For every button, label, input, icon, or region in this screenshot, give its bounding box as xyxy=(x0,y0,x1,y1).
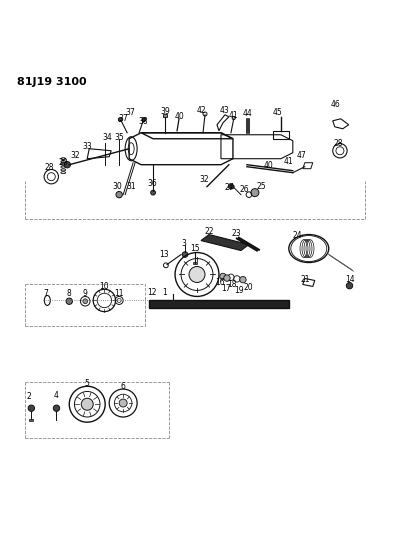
Text: 47: 47 xyxy=(296,151,306,160)
Text: 5: 5 xyxy=(85,378,89,387)
Text: 30: 30 xyxy=(112,182,122,191)
Text: 2: 2 xyxy=(26,392,31,401)
Bar xyxy=(192,262,196,264)
Circle shape xyxy=(150,190,155,195)
Circle shape xyxy=(118,118,122,122)
Text: 1: 1 xyxy=(162,288,166,297)
Polygon shape xyxy=(149,301,288,309)
Circle shape xyxy=(64,161,70,168)
Circle shape xyxy=(188,266,205,282)
Text: 11: 11 xyxy=(114,289,124,298)
Text: 43: 43 xyxy=(219,106,229,115)
Text: 16: 16 xyxy=(215,278,225,287)
Text: 33: 33 xyxy=(82,142,92,151)
Text: 21: 21 xyxy=(299,275,309,284)
Text: 9: 9 xyxy=(83,289,87,298)
Text: 15: 15 xyxy=(189,244,199,253)
Text: 41: 41 xyxy=(284,157,293,166)
Text: 46: 46 xyxy=(330,100,340,109)
Text: 3: 3 xyxy=(180,239,185,248)
Text: 42: 42 xyxy=(196,106,206,115)
Circle shape xyxy=(219,273,226,280)
Text: 27: 27 xyxy=(225,183,234,192)
Polygon shape xyxy=(200,235,248,251)
Text: 81J19 3100: 81J19 3100 xyxy=(17,77,87,87)
Circle shape xyxy=(239,277,245,283)
Text: 4: 4 xyxy=(54,391,59,400)
Text: 32: 32 xyxy=(70,151,80,160)
Circle shape xyxy=(115,191,122,198)
Text: 10: 10 xyxy=(99,282,108,291)
Text: 35: 35 xyxy=(114,133,124,142)
Circle shape xyxy=(345,282,352,289)
Text: 29: 29 xyxy=(58,158,68,167)
Text: 28: 28 xyxy=(333,139,342,148)
Circle shape xyxy=(28,405,34,411)
Text: 37: 37 xyxy=(118,114,128,123)
Circle shape xyxy=(53,405,59,411)
Circle shape xyxy=(182,252,187,257)
Circle shape xyxy=(81,398,93,410)
Text: 20: 20 xyxy=(243,283,252,292)
Text: 41: 41 xyxy=(227,111,237,120)
Text: 32: 32 xyxy=(199,175,209,184)
Text: 24: 24 xyxy=(291,231,301,240)
Text: 36: 36 xyxy=(147,179,157,188)
Circle shape xyxy=(228,184,233,189)
Bar xyxy=(163,115,167,117)
Text: 44: 44 xyxy=(242,109,251,118)
Text: 6: 6 xyxy=(120,382,125,391)
Circle shape xyxy=(83,299,87,304)
Text: 40: 40 xyxy=(174,112,184,122)
Circle shape xyxy=(142,118,146,122)
Bar xyxy=(29,419,33,422)
Text: 8: 8 xyxy=(66,289,71,298)
Text: 22: 22 xyxy=(204,227,213,236)
Text: 7: 7 xyxy=(44,289,49,298)
Text: 13: 13 xyxy=(159,250,169,259)
Text: 39: 39 xyxy=(160,107,170,116)
Text: 18: 18 xyxy=(227,280,236,289)
Circle shape xyxy=(223,275,229,281)
Circle shape xyxy=(66,298,72,304)
Text: 12: 12 xyxy=(147,288,157,297)
Text: 17: 17 xyxy=(221,284,230,293)
Text: 38: 38 xyxy=(138,117,148,126)
Text: 26: 26 xyxy=(239,184,248,193)
Text: 40: 40 xyxy=(263,161,272,171)
Text: 23: 23 xyxy=(231,229,240,238)
Text: 37: 37 xyxy=(125,108,134,117)
Text: 19: 19 xyxy=(234,286,243,295)
Text: 34: 34 xyxy=(102,133,111,142)
Text: 31: 31 xyxy=(126,182,136,191)
Circle shape xyxy=(250,189,258,197)
Text: 28: 28 xyxy=(45,163,54,172)
Text: 14: 14 xyxy=(344,275,354,284)
Circle shape xyxy=(119,399,127,407)
Text: 25: 25 xyxy=(255,182,265,191)
Text: 45: 45 xyxy=(272,108,282,117)
